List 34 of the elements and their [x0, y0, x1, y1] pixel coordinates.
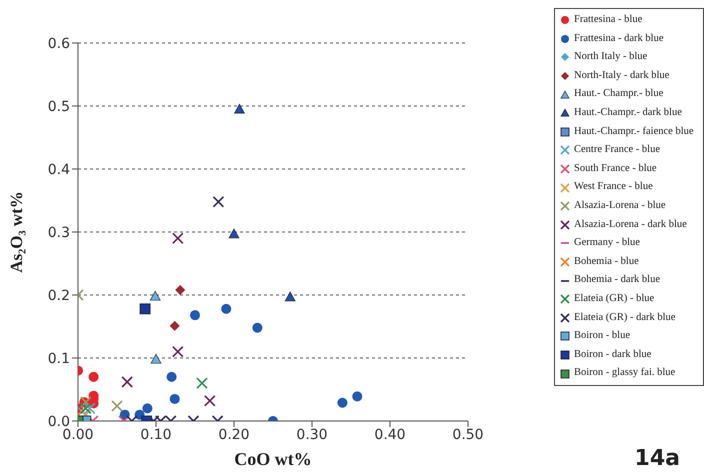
legend-label: Germany - blue — [574, 236, 640, 250]
x-tick-label: 0.40 — [374, 426, 406, 443]
legend-label: West France - blue — [574, 180, 653, 194]
y-tick-label: 0.3 — [48, 224, 70, 241]
legend-label: Elateia (GR) - blue — [574, 292, 654, 306]
legend-label: Frattesina - dark blue — [574, 32, 664, 46]
x-tick-label: 0.10 — [140, 426, 172, 443]
x-tick-label: 0.20 — [218, 426, 250, 443]
legend-label: Centre France - blue — [574, 143, 660, 158]
legend-label: Boiron - blue — [574, 329, 630, 344]
y-tick-label: 0.5 — [48, 98, 70, 115]
y-tick-label: 0.4 — [48, 162, 70, 178]
legend-label: Haut.- Champr.- blue — [574, 87, 664, 102]
y-tick-label: 0.2 — [48, 288, 70, 304]
legend-label: Frattesina - blue — [574, 13, 642, 27]
x-axis-title: CoO wt% — [234, 449, 312, 469]
legend-label: Haut.-Champr.- dark blue — [574, 106, 682, 120]
legend-label: Alsazia-Lorena - blue — [574, 198, 666, 213]
legend-label: Alsazia-Lorena - dark blue — [574, 218, 687, 232]
text: 14a — [634, 446, 680, 471]
legend-label: Haut.-Champr.- faience blue — [574, 124, 694, 139]
y-tick-label: 0.1 — [48, 350, 70, 367]
legend-label: North Italy - blue — [574, 50, 648, 64]
y-tick-label: 0.6 — [48, 36, 70, 52]
legend-label: Bohemia - blue — [574, 254, 639, 269]
legend-label: Boiron - dark blue — [574, 348, 652, 362]
y-axis-title: As₂O₃ wt% — [7, 191, 26, 273]
legend-label: Boiron - glassy fai. blue — [574, 366, 676, 380]
x-tick-label: 0.50 — [452, 426, 484, 443]
legend-label: Elateia (GR) - dark blue — [574, 310, 676, 324]
legend-label: Bohemia - dark blue — [574, 273, 660, 288]
legend-label: South France - blue — [574, 162, 657, 176]
legend-label: North-Italy - dark blue — [574, 68, 670, 83]
x-tick-label: 0.30 — [296, 426, 328, 443]
